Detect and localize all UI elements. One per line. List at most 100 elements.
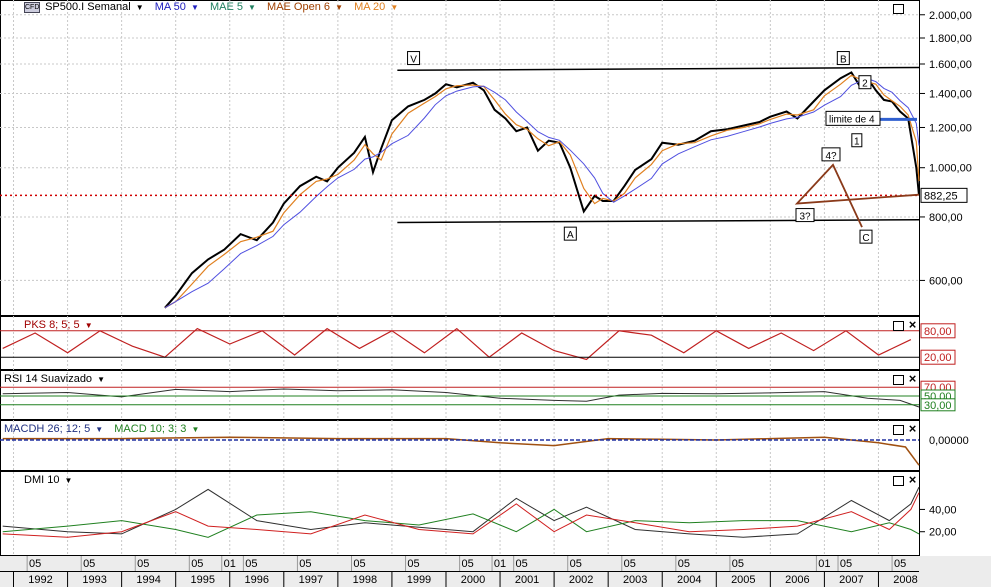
chevron-down-icon[interactable]: ▼: [64, 476, 73, 485]
year-label: 2000: [461, 574, 485, 586]
wave-label-box: [851, 133, 863, 148]
month-label: 05: [137, 558, 149, 570]
year-label: 1999: [407, 574, 431, 586]
indicator-ma20[interactable]: MA 20: [354, 1, 386, 13]
y-tick-label: 800,00: [929, 212, 963, 224]
last-price-label: 882,25: [924, 190, 958, 202]
maximize-icon[interactable]: [893, 476, 904, 486]
maximize-icon[interactable]: [893, 4, 904, 14]
month-label: 01: [224, 558, 236, 570]
macd-panel[interactable]: [0, 436, 920, 466]
wave-label: V: [407, 51, 421, 66]
chevron-down-icon[interactable]: ▼: [84, 321, 93, 330]
close-icon[interactable]: ×: [908, 371, 917, 386]
wave-label-text: V: [410, 55, 417, 66]
y-tick-label: 2.000,00: [929, 10, 972, 22]
wave-label: A: [563, 226, 577, 241]
year-label: 2001: [515, 574, 539, 586]
wave-label-text: 3?: [799, 212, 811, 223]
chevron-down-icon[interactable]: ▼: [248, 3, 256, 12]
pks-panel-header[interactable]: PKS 8; 5; 5 ▼: [24, 318, 95, 333]
rsi-panel[interactable]: [0, 386, 920, 408]
close-icon[interactable]: ×: [908, 421, 917, 436]
indicator-ma50[interactable]: MA 50: [154, 1, 186, 13]
y-tick-label: 1.800,00: [929, 33, 972, 45]
wave-label-box: [836, 51, 850, 66]
price-line: [164, 71, 920, 309]
month-label: 05: [245, 558, 257, 570]
month-label: 05: [461, 558, 473, 570]
rsi-panel-header[interactable]: RSI 14 Suavizado ▼: [4, 372, 107, 387]
symbol-label[interactable]: SP500.I Semanal: [45, 1, 131, 13]
maximize-icon[interactable]: [893, 425, 904, 435]
year-label: 2008: [893, 574, 917, 586]
chevron-down-icon[interactable]: ▼: [135, 3, 144, 12]
month-label: 01: [494, 558, 506, 570]
dmi-label[interactable]: DMI 10: [24, 474, 60, 486]
month-label: 05: [83, 558, 95, 570]
pks-tick-label: 80,00: [924, 326, 952, 338]
macd-label[interactable]: MACD 10; 3; 3: [114, 423, 187, 435]
support-line: [397, 218, 920, 224]
chevron-down-icon[interactable]: ▼: [390, 3, 399, 12]
macd-line: [2, 436, 920, 466]
y-tick-label: 1.000,00: [929, 163, 972, 175]
rsi-line: [2, 388, 920, 408]
wave-label: 1: [851, 133, 863, 148]
chevron-down-icon[interactable]: ▼: [191, 425, 200, 434]
wave-label-text: B: [840, 55, 847, 66]
month-label: 05: [840, 558, 852, 570]
maximize-icon[interactable]: [893, 375, 904, 385]
year-label: 2004: [677, 574, 701, 586]
wave-label: 3?: [795, 208, 815, 223]
indicator-mae5[interactable]: MAE 5: [209, 1, 243, 13]
chevron-down-icon[interactable]: ▼: [335, 3, 343, 12]
chevron-down-icon[interactable]: ▼: [97, 375, 106, 384]
rsi-tick-box: [920, 398, 956, 412]
x-axis: 1992 1993 1994 1995 1996 1997 1998 1999 2000 2001…: [0, 556, 991, 587]
month-label: 05: [624, 558, 636, 570]
wave-label-text: 4?: [825, 151, 837, 162]
month-label: 05: [353, 558, 365, 570]
y-tick-label: 1.600,00: [929, 59, 972, 71]
pks-panel[interactable]: [0, 327, 919, 361]
close-icon[interactable]: ×: [908, 472, 917, 487]
year-label: 2002: [569, 574, 593, 586]
macdh-label[interactable]: MACDH 26; 12; 5: [4, 423, 91, 435]
y-tick-label: 1.400,00: [929, 88, 972, 100]
wave-label: 2: [858, 75, 872, 90]
wave-label-text: 1: [854, 137, 860, 148]
month-label: 05: [407, 558, 419, 570]
dmi-tick-label: 40,00: [929, 504, 957, 516]
month-label: 05: [29, 558, 41, 570]
year-label: 1993: [82, 574, 106, 586]
pks-label[interactable]: PKS 8; 5; 5: [24, 319, 80, 331]
rsi-label[interactable]: RSI 14 Suavizado: [4, 373, 93, 385]
ma50-line: [164, 78, 920, 309]
price-panel[interactable]: limite de 4 V A B 1 2 3? 4? C: [0, 51, 920, 309]
y-tick-label: 600,00: [929, 275, 963, 287]
wave-label-box: [858, 75, 872, 90]
maximize-icon[interactable]: [893, 321, 904, 331]
month-label: 05: [516, 558, 528, 570]
pks-tick-box: [920, 323, 956, 339]
dmi-panel-header[interactable]: DMI 10 ▼: [24, 473, 74, 488]
year-label: 2005: [731, 574, 755, 586]
dmi-panel[interactable]: [2, 486, 920, 538]
month-label: 05: [570, 558, 582, 570]
main-panel-header[interactable]: CFD SP500.I Semanal ▼ MA 50 ▼ MAE 5 ▼ MA…: [24, 0, 400, 15]
chevron-down-icon[interactable]: ▼: [95, 425, 104, 434]
cfd-icon: CFD: [24, 1, 40, 13]
limit-label: limite de 4: [829, 114, 875, 125]
month-label: 05: [191, 558, 203, 570]
year-label: 1998: [353, 574, 377, 586]
close-icon[interactable]: ×: [908, 317, 917, 332]
year-label: 1997: [299, 574, 323, 586]
wave-label: 4?: [821, 147, 841, 162]
year-label: 1994: [136, 574, 160, 586]
macd-panel-header[interactable]: MACDH 26; 12; 5 ▼ MACD 10; 3; 3 ▼: [4, 422, 201, 437]
indicator-mae-open[interactable]: MAE Open 6: [267, 1, 331, 13]
chevron-down-icon[interactable]: ▼: [190, 3, 199, 12]
y-axis: 2.000,00 1.800,00 1.600,00 1.400,00 1.200,00…: [919, 10, 972, 539]
